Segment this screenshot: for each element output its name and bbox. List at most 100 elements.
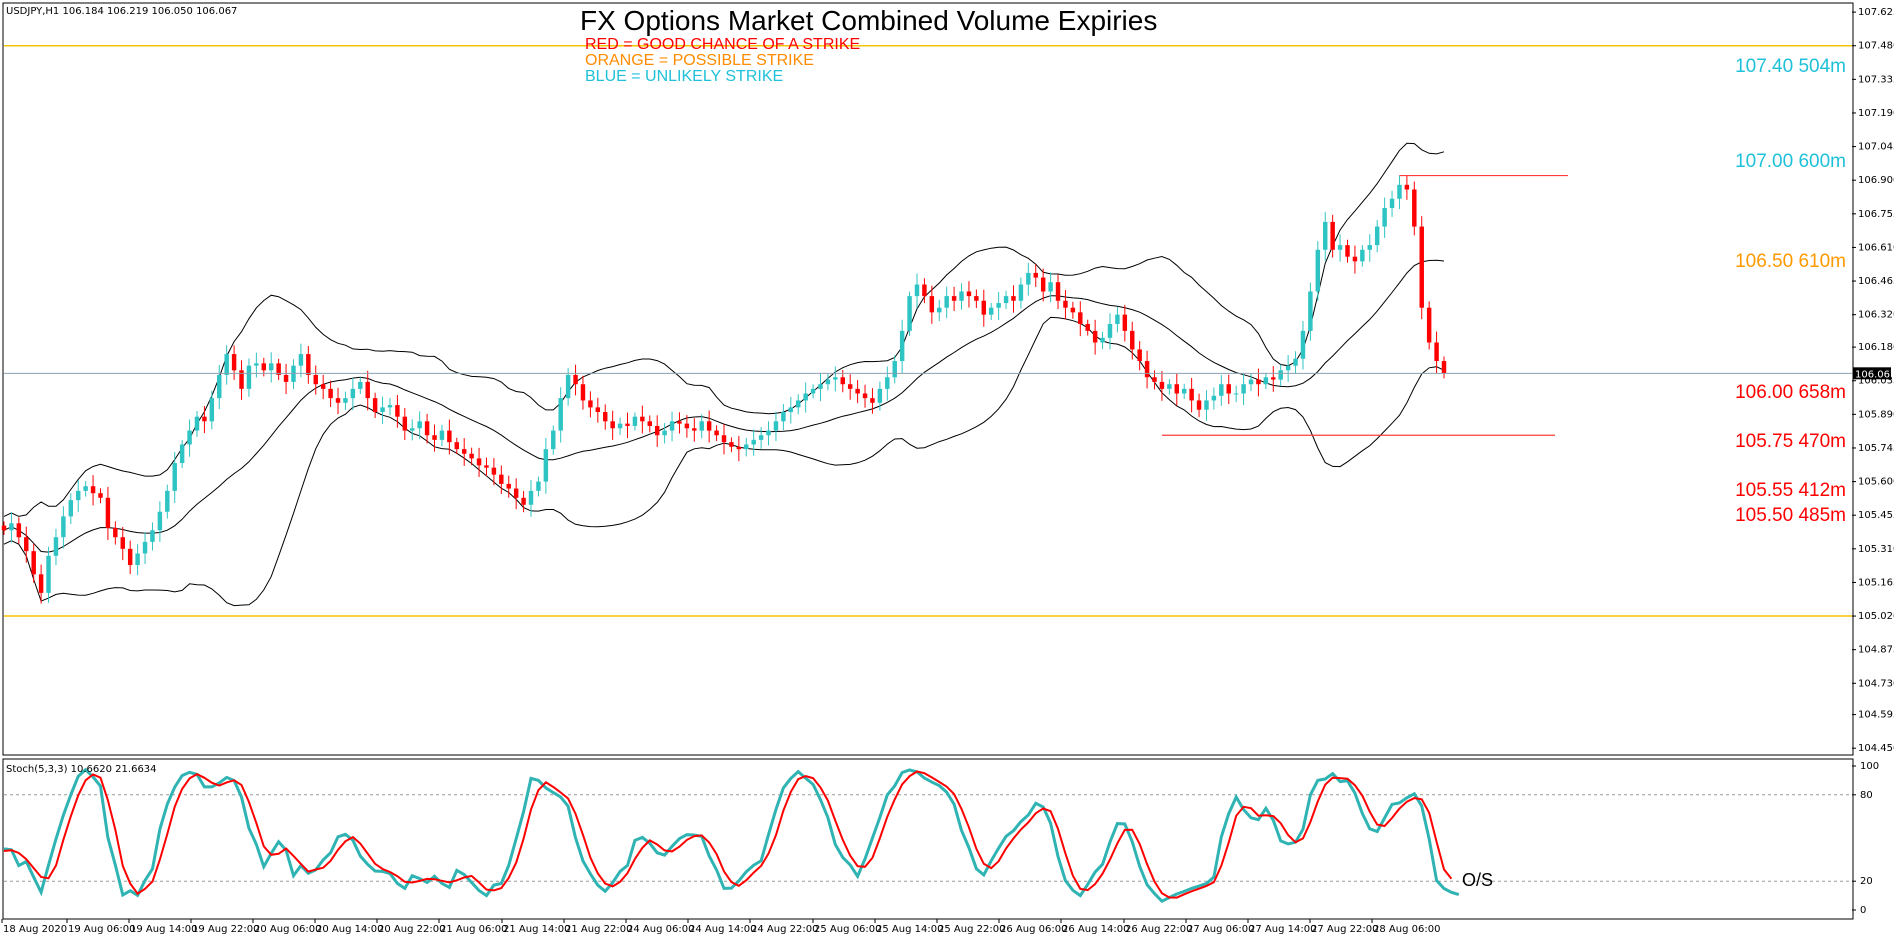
y-tick-label: 105.165 bbox=[1858, 577, 1894, 588]
stochastic-info: Stoch(5,3,3) 10.6620 21.6634 bbox=[6, 764, 157, 775]
candle-body bbox=[669, 421, 675, 431]
candle-body bbox=[603, 412, 608, 422]
candle-body bbox=[862, 393, 868, 399]
candle-body bbox=[98, 493, 103, 498]
candle-body bbox=[16, 523, 22, 538]
candle-body bbox=[521, 497, 526, 505]
candle-body bbox=[469, 453, 474, 459]
candle-body bbox=[1204, 400, 1209, 410]
candle-body bbox=[1085, 323, 1090, 331]
candle-body bbox=[9, 523, 14, 531]
candle-body bbox=[825, 379, 831, 385]
candle-body bbox=[528, 490, 534, 505]
legend-entry: BLUE = UNLIKELY STRIKE bbox=[585, 68, 783, 85]
candle-body bbox=[721, 435, 727, 443]
candle-body bbox=[90, 486, 96, 494]
candle-body bbox=[1100, 337, 1105, 343]
y-tick-label: 107.480 bbox=[1858, 41, 1894, 52]
stochastic-panel: 100 80 20 0 Stoch(5,3,3) 10.6620 21.6634 O/… bbox=[2, 758, 1879, 920]
candle-body bbox=[1159, 381, 1165, 389]
strike-label: 105.55 412m bbox=[1735, 480, 1846, 501]
candle-body bbox=[387, 405, 393, 408]
x-tick-label: 18 Aug 2020 bbox=[3, 924, 67, 935]
candle-body bbox=[68, 500, 74, 517]
candle-body bbox=[788, 407, 794, 413]
strike-label: 106.50 610m bbox=[1735, 251, 1846, 272]
x-tick-label: 25 Aug 22:00 bbox=[938, 924, 1005, 935]
candle-body bbox=[335, 398, 341, 403]
candle-body bbox=[892, 361, 897, 378]
candle-body bbox=[402, 416, 408, 431]
candle-body bbox=[833, 377, 838, 380]
x-tick-label: 21 Aug 06:00 bbox=[440, 924, 507, 935]
candle-body bbox=[1011, 296, 1016, 301]
y-tick-label: 105.020 bbox=[1858, 611, 1894, 622]
oversold-label: O/S bbox=[1462, 870, 1493, 890]
y-tick-label: 105.600 bbox=[1858, 477, 1894, 488]
sr-lines bbox=[1161, 174, 1568, 436]
candle-body bbox=[1337, 245, 1343, 250]
stoch-d-line bbox=[3, 770, 1453, 899]
candle-body bbox=[1211, 395, 1217, 401]
x-tick-label: 19 Aug 14:00 bbox=[130, 924, 197, 935]
candle-body bbox=[1167, 384, 1172, 389]
symbol-info: USDJPY,H1 106.184 106.219 106.050 106.06… bbox=[6, 6, 237, 17]
y-axis-stoch: 100 80 20 0 bbox=[1852, 761, 1879, 916]
candle-body bbox=[1033, 272, 1038, 278]
candle-body bbox=[1115, 314, 1120, 324]
candle-body bbox=[372, 398, 378, 413]
candle-body bbox=[551, 430, 556, 450]
candle-body bbox=[127, 548, 133, 566]
candle-body bbox=[1107, 323, 1113, 338]
candle-body bbox=[506, 483, 511, 489]
candle-body bbox=[1330, 221, 1335, 250]
candle-body bbox=[899, 330, 905, 362]
candle-body bbox=[558, 398, 563, 431]
x-tick-label: 19 Aug 06:00 bbox=[68, 924, 135, 935]
candle-body bbox=[202, 416, 207, 422]
candle-body bbox=[573, 374, 578, 385]
bollinger-upper bbox=[3, 142, 1445, 517]
x-tick-label: 19 Aug 22:00 bbox=[192, 924, 259, 935]
x-tick-label: 20 Aug 22:00 bbox=[378, 924, 445, 935]
candle-body bbox=[1300, 330, 1306, 359]
candle-body bbox=[1241, 384, 1246, 394]
candle-body bbox=[565, 374, 571, 399]
x-tick-label: 26 Aug 22:00 bbox=[1125, 924, 1192, 935]
candle-body bbox=[1, 525, 7, 531]
x-tick-label: 26 Aug 14:00 bbox=[1062, 924, 1129, 935]
x-tick-label: 27 Aug 14:00 bbox=[1249, 924, 1316, 935]
candle-body bbox=[810, 388, 816, 394]
candle-body bbox=[239, 370, 244, 389]
y-tick-label: 106.755 bbox=[1858, 209, 1894, 220]
candle-body bbox=[179, 444, 185, 464]
candles bbox=[1, 175, 1447, 604]
candle-body bbox=[1323, 221, 1328, 250]
candle-body bbox=[1122, 314, 1128, 331]
candle-body bbox=[729, 442, 734, 447]
y-tick-label: 107.335 bbox=[1858, 74, 1894, 85]
candle-body bbox=[461, 449, 467, 454]
candle-body bbox=[617, 423, 623, 429]
candle-body bbox=[1345, 245, 1350, 257]
candle-body bbox=[1426, 307, 1432, 343]
candle-body bbox=[959, 291, 964, 301]
candle-body bbox=[1181, 388, 1187, 394]
candle-body bbox=[944, 296, 949, 308]
x-tick-label: 27 Aug 06:00 bbox=[1187, 924, 1254, 935]
x-tick-label: 24 Aug 06:00 bbox=[627, 924, 694, 935]
candle-body bbox=[699, 421, 704, 431]
candle-body bbox=[988, 307, 994, 315]
candle-body bbox=[966, 291, 972, 297]
x-tick-label: 21 Aug 14:00 bbox=[503, 924, 570, 935]
candle-body bbox=[907, 296, 912, 331]
candle-body bbox=[1256, 379, 1261, 385]
candle-body bbox=[758, 435, 764, 440]
x-tick-label: 25 Aug 14:00 bbox=[876, 924, 943, 935]
candle-body bbox=[870, 398, 875, 403]
y-tick-label: 105.455 bbox=[1858, 510, 1894, 521]
main-panel: 107.625 107.480 107.335 107.190 107.045 106.9… bbox=[1, 2, 1894, 756]
